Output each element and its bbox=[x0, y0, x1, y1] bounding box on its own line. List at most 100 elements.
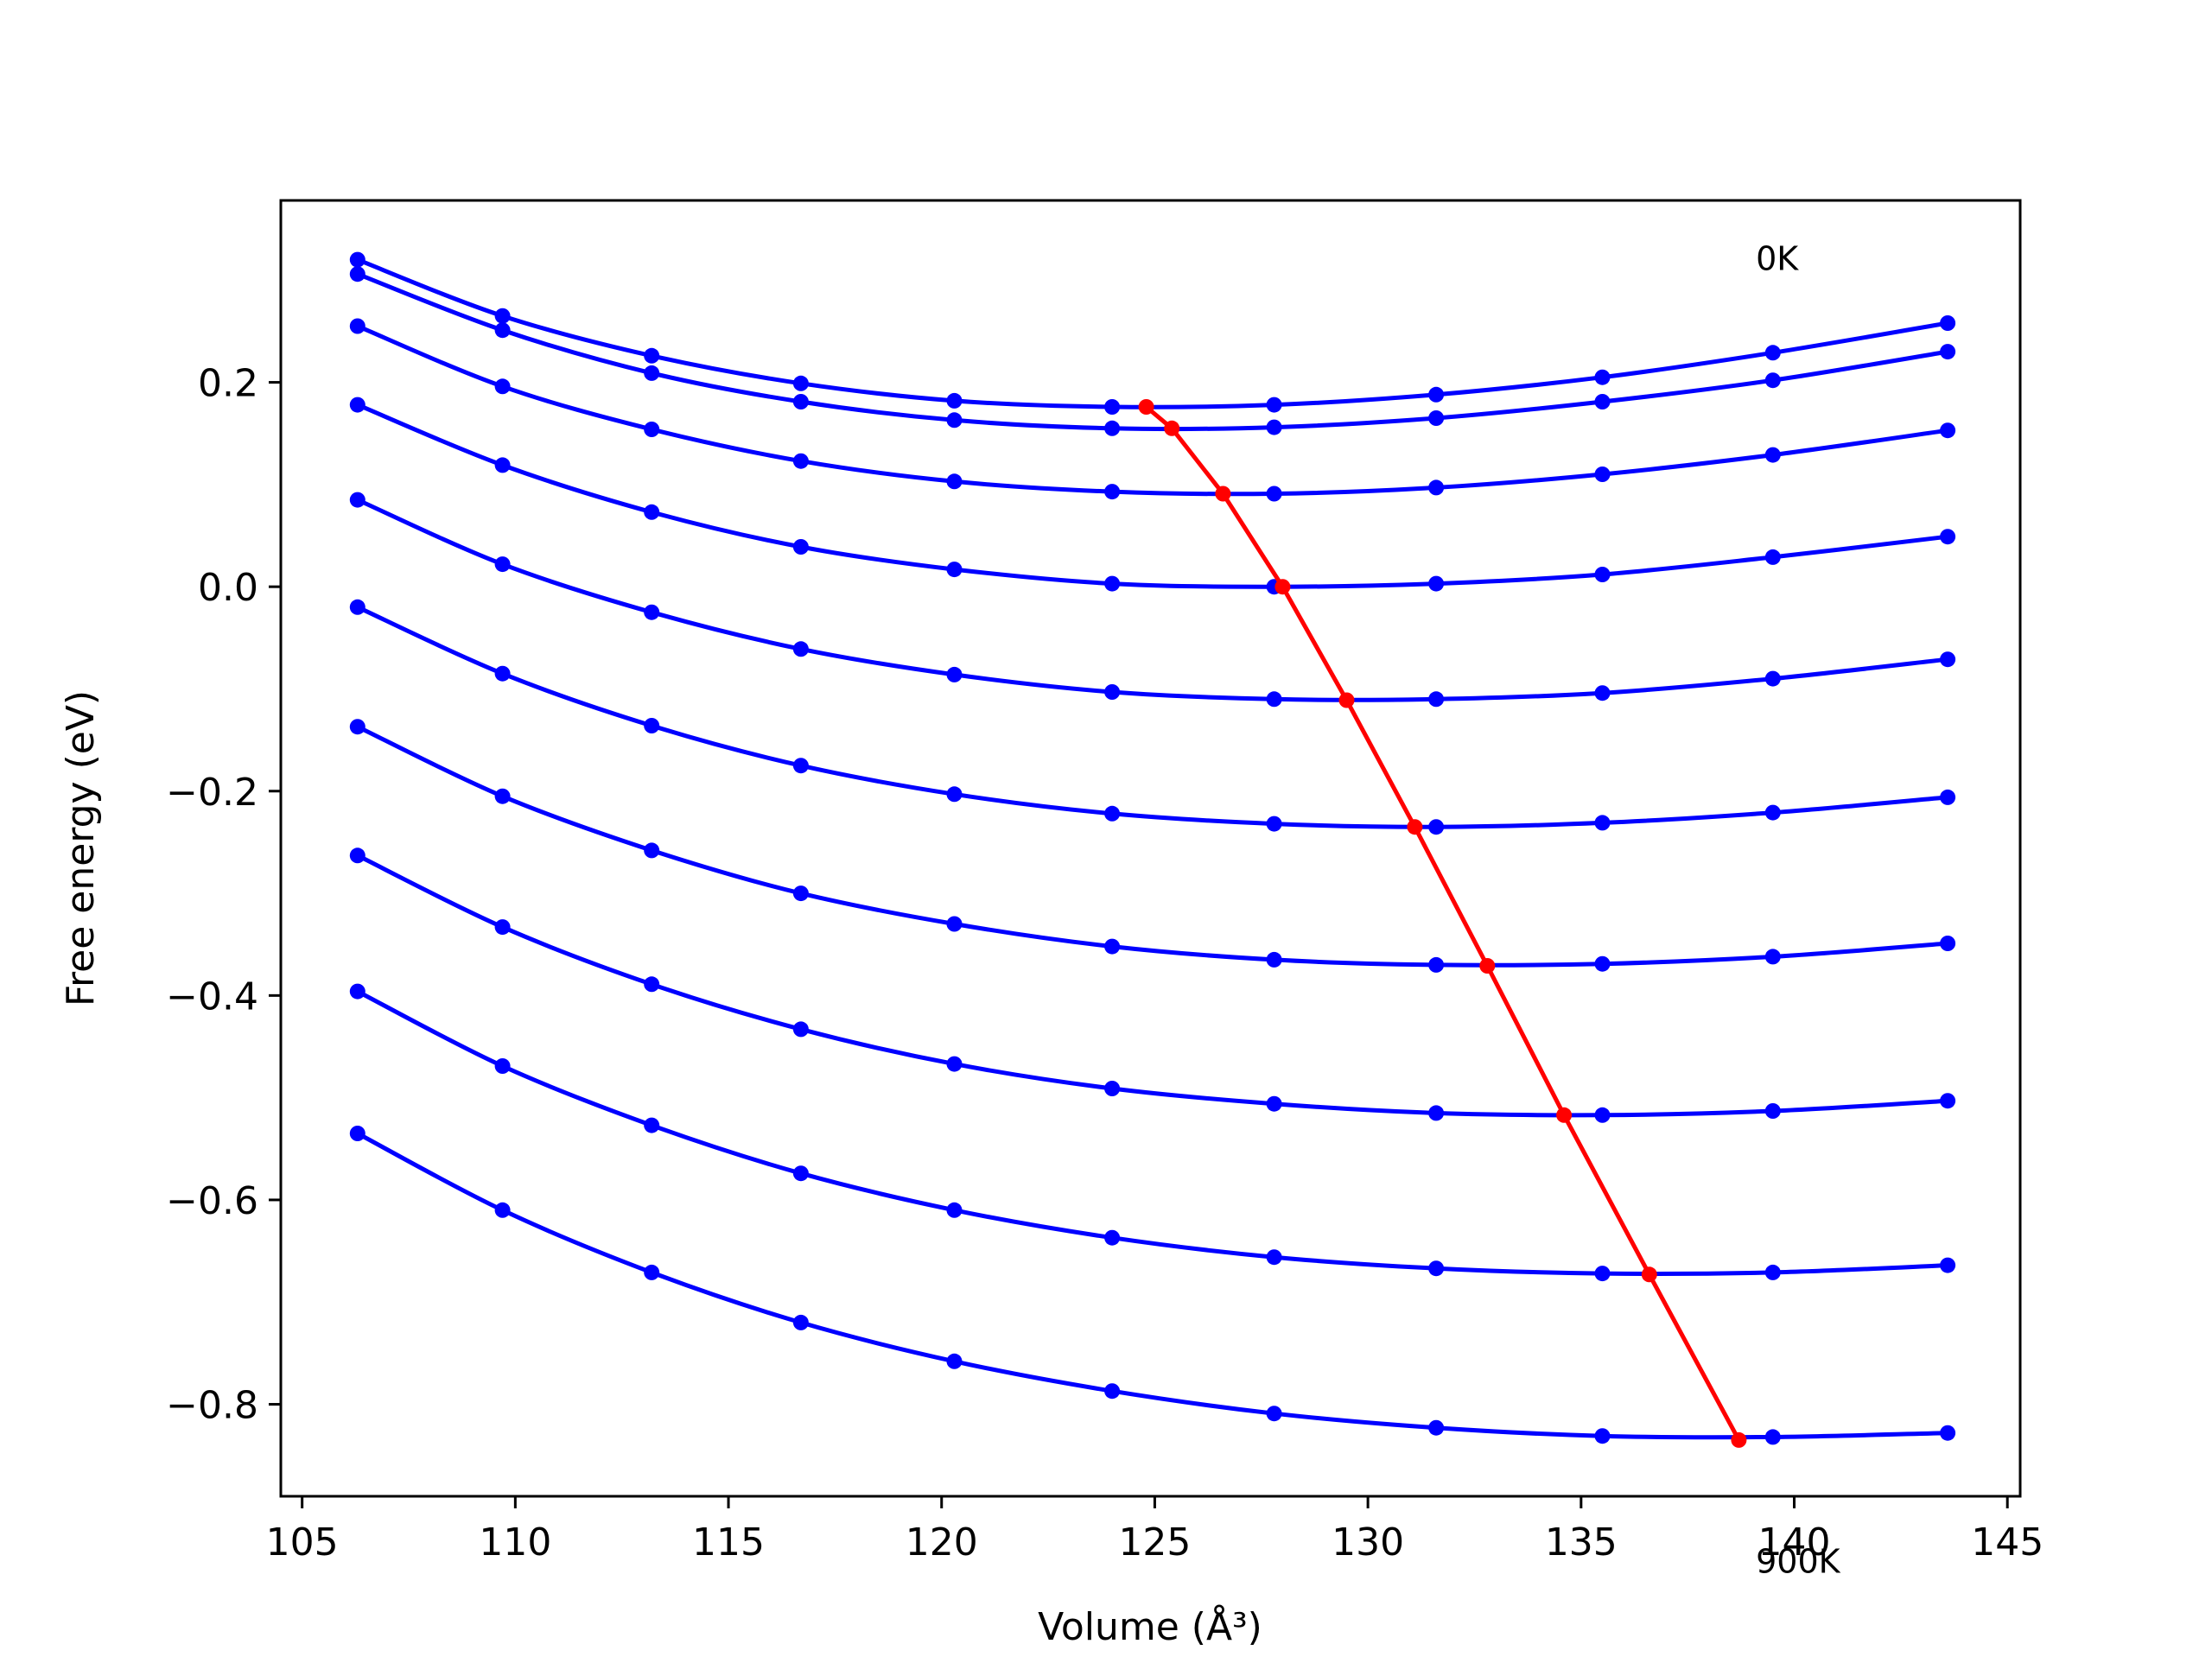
series-2-point-8 bbox=[1594, 467, 1611, 482]
series-4-point-6 bbox=[1266, 691, 1282, 708]
series-line-9 bbox=[356, 1131, 1948, 1440]
series-5-point-5 bbox=[1104, 805, 1121, 822]
series-3-point-5 bbox=[1104, 575, 1121, 592]
series-1-point-4 bbox=[946, 412, 963, 428]
series-3-point-8 bbox=[1594, 567, 1611, 582]
series-6-point-3 bbox=[792, 885, 809, 902]
series-4-point-7 bbox=[1428, 691, 1445, 708]
series-0-point-4 bbox=[946, 392, 963, 409]
series-2-point-3 bbox=[792, 453, 809, 469]
series-0-point-0 bbox=[349, 251, 365, 268]
series-9-point-3 bbox=[792, 1314, 809, 1330]
series-7-point-1 bbox=[494, 919, 511, 936]
minima-point-5 bbox=[1407, 819, 1423, 835]
x-tick-label: 145 bbox=[1971, 1520, 2044, 1565]
series-7-point-8 bbox=[1594, 1107, 1611, 1123]
y-axis-label: Free energy (eV) bbox=[59, 690, 103, 1006]
series-8-point-8 bbox=[1594, 1266, 1611, 1282]
series-1-point-9 bbox=[1764, 372, 1781, 389]
series-2-point-5 bbox=[1104, 484, 1121, 500]
series-2-point-0 bbox=[349, 318, 365, 334]
series-0-point-3 bbox=[792, 375, 809, 391]
series-5-point-10 bbox=[1940, 789, 1956, 805]
series-8-point-7 bbox=[1428, 1260, 1445, 1277]
y-tick-label: −0.8 bbox=[166, 1384, 258, 1428]
y-tick-label: −0.2 bbox=[166, 771, 258, 815]
series-0-point-10 bbox=[1940, 315, 1956, 331]
series-8-point-1 bbox=[494, 1058, 511, 1074]
series-6-point-2 bbox=[644, 842, 660, 859]
minima-point-7 bbox=[1556, 1107, 1573, 1123]
x-tick-label: 105 bbox=[266, 1520, 339, 1565]
series-5-point-2 bbox=[644, 718, 660, 733]
series-5-point-0 bbox=[349, 599, 365, 615]
series-1-point-0 bbox=[349, 266, 365, 282]
y-tick-label: 0.2 bbox=[198, 362, 258, 406]
curves-layer bbox=[349, 251, 1956, 1445]
x-tick-label: 135 bbox=[1545, 1520, 1618, 1565]
series-line-0 bbox=[356, 257, 1948, 409]
series-5-point-8 bbox=[1594, 815, 1611, 831]
series-8-point-9 bbox=[1764, 1264, 1781, 1280]
series-2-point-6 bbox=[1266, 486, 1282, 502]
series-4-point-8 bbox=[1594, 685, 1611, 701]
series-9-point-4 bbox=[946, 1353, 963, 1369]
series-9-point-5 bbox=[1104, 1383, 1121, 1400]
series-9-point-7 bbox=[1428, 1419, 1445, 1436]
series-8-point-3 bbox=[792, 1165, 809, 1182]
series-0-point-2 bbox=[644, 347, 660, 364]
series-5-point-3 bbox=[792, 758, 809, 774]
series-8-point-5 bbox=[1104, 1229, 1121, 1246]
minima-point-0 bbox=[1138, 399, 1154, 415]
series-4-point-1 bbox=[494, 556, 511, 573]
series-9-point-8 bbox=[1594, 1428, 1611, 1444]
series-line-4 bbox=[356, 498, 1948, 702]
series-8-point-10 bbox=[1940, 1257, 1956, 1273]
series-4-point-5 bbox=[1104, 684, 1121, 700]
series-0-point-7 bbox=[1428, 386, 1445, 403]
minima-point-4 bbox=[1338, 692, 1355, 708]
series-1-point-6 bbox=[1266, 419, 1282, 435]
series-7-point-6 bbox=[1266, 1095, 1282, 1112]
plot-frame bbox=[279, 199, 2022, 1498]
series-6-point-0 bbox=[349, 719, 365, 735]
series-6-point-6 bbox=[1266, 951, 1282, 968]
series-1-point-1 bbox=[494, 322, 511, 339]
series-6-point-9 bbox=[1764, 949, 1781, 965]
series-1-point-8 bbox=[1594, 394, 1611, 409]
series-6-point-7 bbox=[1428, 956, 1445, 973]
series-8-point-4 bbox=[946, 1202, 963, 1218]
minima-point-6 bbox=[1479, 958, 1496, 974]
series-7-point-2 bbox=[644, 976, 660, 993]
series-line-3 bbox=[356, 403, 1948, 589]
series-line-7 bbox=[356, 854, 1948, 1118]
series-6-point-10 bbox=[1940, 936, 1956, 951]
series-3-point-1 bbox=[494, 457, 511, 473]
minima-point-2 bbox=[1215, 486, 1231, 502]
series-2-point-7 bbox=[1428, 479, 1445, 496]
series-7-point-0 bbox=[349, 847, 365, 864]
series-1-point-3 bbox=[792, 394, 809, 409]
minima-point-9 bbox=[1731, 1431, 1747, 1448]
series-1-point-7 bbox=[1428, 410, 1445, 426]
series-0-point-6 bbox=[1266, 397, 1282, 413]
series-6-point-1 bbox=[494, 788, 511, 804]
series-4-point-3 bbox=[792, 641, 809, 657]
series-3-point-10 bbox=[1940, 529, 1956, 545]
series-3-point-2 bbox=[644, 504, 660, 520]
series-1-point-5 bbox=[1104, 420, 1121, 436]
annotation-900k: 900K bbox=[1756, 1543, 1841, 1581]
series-9-point-10 bbox=[1940, 1425, 1956, 1441]
series-3-point-7 bbox=[1428, 575, 1445, 592]
series-5-point-1 bbox=[494, 665, 511, 682]
x-tick-label: 110 bbox=[479, 1520, 551, 1565]
series-2-point-4 bbox=[946, 473, 963, 490]
series-7-point-9 bbox=[1764, 1103, 1781, 1119]
series-line-8 bbox=[356, 989, 1948, 1276]
series-3-point-3 bbox=[792, 539, 809, 555]
series-1-point-10 bbox=[1940, 344, 1956, 360]
series-2-point-10 bbox=[1940, 422, 1956, 439]
series-9-point-1 bbox=[494, 1202, 511, 1218]
